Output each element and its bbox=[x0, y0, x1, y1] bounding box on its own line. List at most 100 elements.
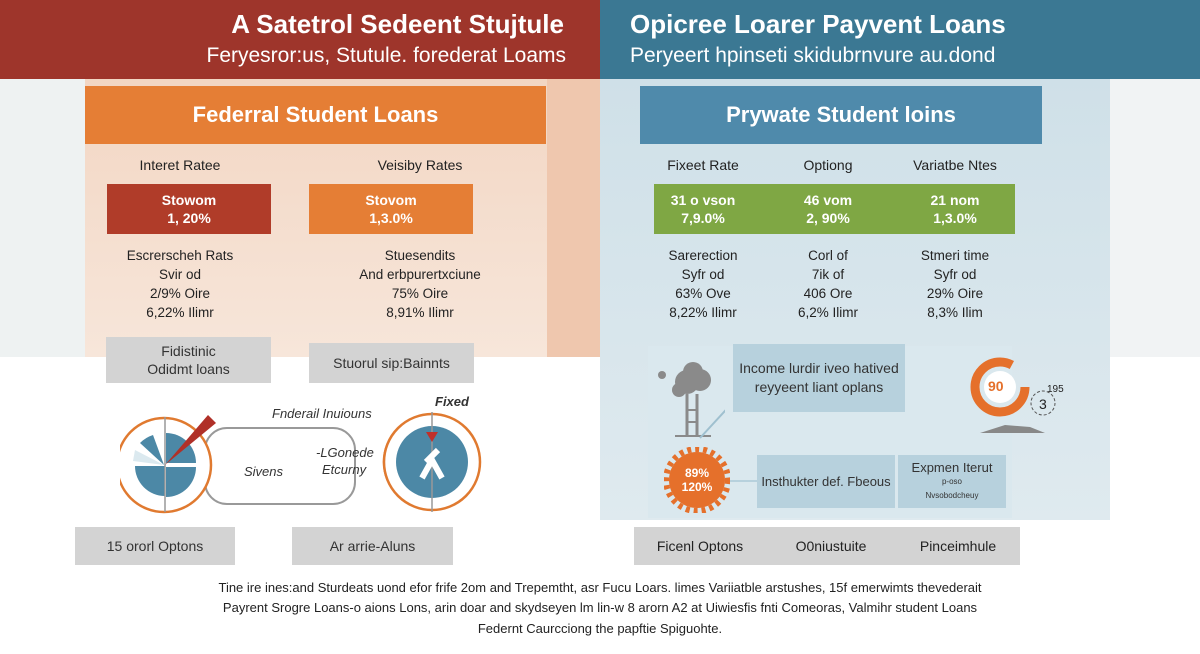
detail-line: Syfr od bbox=[681, 267, 725, 282]
right-banner-subtitle: Peryeert hpinseti skidubrnvure au.dond bbox=[630, 44, 996, 67]
gear-value: 120% bbox=[681, 480, 713, 494]
left-banner-title: A Satetrol Sedeent Stujtule bbox=[231, 9, 564, 39]
detail-line: 6,2% Ilimr bbox=[797, 305, 858, 320]
federal-col-label: Veisiby Rates bbox=[377, 157, 463, 173]
detail-line: And erbpurertxciune bbox=[359, 267, 481, 282]
pie-slice bbox=[135, 466, 165, 496]
gear-connector bbox=[730, 480, 757, 482]
detail-line: 29% Oire bbox=[926, 286, 984, 301]
right-banner-title: Opicree Loarer Payvent Loans bbox=[630, 9, 1006, 39]
federal-bottom-box: Ar arrie-Aluns bbox=[292, 527, 453, 565]
detail-line: 8,3% Ilim bbox=[927, 305, 983, 320]
detail-line: Syfr od bbox=[933, 267, 977, 282]
left-margin-bg bbox=[0, 79, 85, 357]
private-details: Corl of 7ik of 406 Ore 6,2% Ilimr bbox=[728, 246, 928, 322]
footer-line: Payrent Srogre Loans-o aions Lons, arin … bbox=[222, 600, 978, 615]
private-bottom-label: O0niustuite bbox=[795, 538, 867, 554]
rate-label: 31 o vson bbox=[670, 192, 736, 208]
expmen-box: Expmen Iterut p-oso Nvsobodcheuy bbox=[898, 455, 1006, 508]
box-text: Stuorul sip:Bainnts bbox=[333, 355, 450, 371]
pointer-icon bbox=[165, 415, 216, 465]
federal-diagram bbox=[120, 413, 440, 514]
federal-panel-strip bbox=[547, 79, 600, 357]
private-col-label: Variatbe Ntes bbox=[913, 157, 997, 173]
cycle-icon bbox=[970, 357, 1056, 433]
rate-value: 1,3.0% bbox=[369, 210, 413, 226]
private-col-label: Optiong bbox=[803, 157, 853, 173]
cycle-value: 195 bbox=[1047, 384, 1064, 395]
pie-slice bbox=[140, 435, 164, 465]
detail-line: 8,22% Ilimr bbox=[669, 305, 737, 320]
box-text: Fidistinic bbox=[161, 343, 216, 359]
cycle-value: 3 bbox=[1039, 396, 1047, 412]
federal-col-label: Interet Ratee bbox=[139, 157, 221, 173]
detail-line: 6,22% Ilimr bbox=[146, 305, 214, 320]
rate-value: 1, 20% bbox=[167, 210, 211, 226]
detail-line: Corl of bbox=[808, 248, 848, 263]
box-text: reyyeent liant oplans bbox=[754, 379, 884, 395]
right-banner: Opicree Loarer Payvent Loans Peryeert hp… bbox=[600, 0, 1200, 79]
private-bottom-band bbox=[634, 527, 1020, 565]
detail-line: 8,91% Ilimr bbox=[386, 305, 454, 320]
pie-slice bbox=[166, 467, 196, 497]
pie-slice bbox=[133, 450, 164, 465]
detail-line: 406 Ore bbox=[803, 286, 853, 301]
left-banner: A Satetrol Sedeent Stujtule Feryesror:us… bbox=[0, 0, 600, 79]
federal-details: Escrerscheh Rats Svir od 2/9% Oire 6,22%… bbox=[80, 246, 280, 322]
gear-value: 89% bbox=[684, 466, 710, 480]
private-details: Stmeri time Syfr od 29% Oire 8,3% Ilim bbox=[855, 246, 1055, 322]
detail-line: Stmeri time bbox=[920, 248, 990, 263]
private-rate: 21 nom 1,3.0% bbox=[905, 184, 1005, 234]
detail-line: 75% Oire bbox=[391, 286, 449, 301]
box-text: Odidmt loans bbox=[147, 361, 230, 377]
box-text: p-oso bbox=[941, 476, 962, 486]
gear-values: 89% 120% bbox=[664, 447, 730, 513]
clock-icon bbox=[382, 412, 482, 512]
private-details: Sarerection Syfr od 63% Ove 8,22% Ilimr bbox=[603, 246, 803, 322]
detail-line: 2/9% Oire bbox=[149, 286, 211, 301]
rate-label: Stovom bbox=[365, 192, 417, 208]
private-rate-band bbox=[654, 184, 1015, 234]
private-rate: 46 vom 2, 90% bbox=[778, 184, 878, 234]
detail-line: Sarerection bbox=[668, 248, 738, 263]
income-box: Income lurdir iveo hatived reyyeent lian… bbox=[733, 344, 905, 412]
private-header: Prywate Student loins bbox=[640, 86, 1042, 144]
diagram-top-label: Fnderail Inuiouns bbox=[272, 406, 372, 421]
federal-grey-box: Stuorul sip:Bainnts bbox=[309, 343, 474, 383]
rate-label: 21 nom bbox=[930, 192, 980, 208]
federal-bottom-box: 15 ororl Optons bbox=[75, 527, 235, 565]
detail-line: 7ik of bbox=[811, 267, 845, 282]
federal-details: Stuesendits And erbpurertxciune 75% Oire… bbox=[320, 246, 520, 322]
private-col-label: Fixeet Rate bbox=[667, 157, 739, 173]
gear-icon bbox=[664, 447, 730, 513]
tree-icon bbox=[658, 362, 725, 439]
detail-line: 63% Ove bbox=[675, 286, 731, 301]
rate-label: Stowom bbox=[161, 192, 217, 208]
diagram-center-label: -LGonede bbox=[316, 445, 374, 460]
footer-line: Tine ire ines:and Sturdeats uond efor fr… bbox=[218, 580, 982, 595]
detail-line: Escrerscheh Rats bbox=[126, 248, 234, 263]
box-text: Expmen Iterut bbox=[911, 459, 993, 475]
footer-line: Federnt Caurcciong the papftie Spiguohte… bbox=[477, 621, 723, 636]
right-margin-bg bbox=[1110, 79, 1200, 357]
private-bottom-label: Ficenl Optons bbox=[656, 538, 744, 554]
federal-rate-box: Stowom 1, 20% bbox=[107, 184, 271, 234]
federal-rate-box: Stovom 1,3.0% bbox=[309, 184, 473, 234]
rate-value: 2, 90% bbox=[806, 210, 850, 226]
federal-header: Federral Student Loans bbox=[85, 86, 546, 144]
detail-line: Stuesendits bbox=[384, 248, 456, 263]
left-banner-subtitle: Feryesror:us, Stutule. forederat Loams bbox=[206, 44, 567, 67]
diagram-center-label: Etcurny bbox=[322, 462, 367, 477]
federal-grey-box: Fidistinic Odidmt loans bbox=[106, 337, 271, 383]
rate-label: 46 vom bbox=[803, 192, 853, 208]
private-bottom-label: Pinceimhule bbox=[919, 538, 997, 554]
diagram-left-label: Sivens bbox=[244, 464, 284, 479]
cycle-value: 90 bbox=[988, 378, 1004, 394]
box-text: Nvsobodcheuy bbox=[925, 490, 979, 500]
rate-value: 1,3.0% bbox=[933, 210, 977, 226]
box-text: Income lurdir iveo hatived bbox=[739, 360, 899, 376]
rate-value: 7,9.0% bbox=[681, 210, 725, 226]
insthukter-box: Insthukter def. Fbeous bbox=[757, 455, 895, 508]
private-rate: 31 o vson 7,9.0% bbox=[653, 184, 753, 234]
diagram-fixed-label: Fixed bbox=[435, 394, 469, 409]
